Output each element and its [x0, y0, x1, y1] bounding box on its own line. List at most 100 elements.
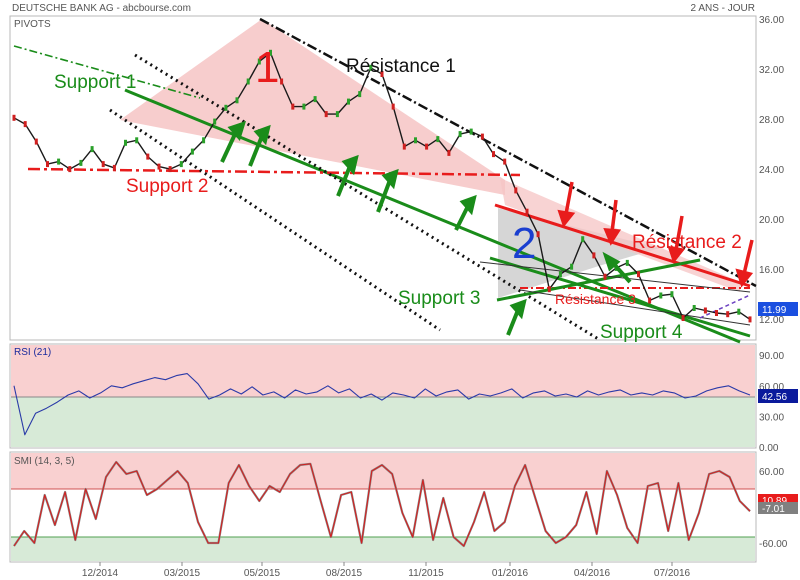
resistance-2-line	[494, 203, 751, 288]
x-tick-label: 03/2015	[164, 568, 201, 579]
support-1-label: Support 1	[54, 72, 136, 93]
price-panel	[9, 15, 757, 341]
support-2-label: Support 2	[126, 176, 208, 197]
price-candle	[558, 271, 562, 278]
price-candle	[202, 137, 206, 144]
arrow-head-icon	[341, 154, 359, 176]
price-candle	[659, 292, 663, 299]
x-tick-label: 11/2015	[408, 568, 444, 579]
price-candle	[391, 103, 395, 110]
support-3-label: Support 3	[398, 288, 480, 309]
support-2-line	[27, 167, 521, 177]
support-arrow	[336, 165, 352, 197]
price-tick-label: 24.00	[759, 165, 784, 176]
price-tick-label: 16.00	[759, 265, 784, 276]
purple-trend	[699, 294, 751, 319]
price-candle	[168, 166, 172, 173]
support-arrow	[376, 179, 392, 213]
price-candle	[269, 49, 272, 56]
arrow-head-icon	[253, 124, 271, 146]
price-candle	[547, 286, 551, 293]
price-candle	[358, 91, 362, 98]
price-tick-label: 12.00	[759, 315, 784, 326]
rsi-tick-label: 30.00	[759, 412, 784, 423]
smi-lower-zone	[11, 537, 755, 561]
smi-title: SMI (14, 3, 5)	[14, 456, 75, 467]
zone-triangle-2	[498, 208, 660, 298]
resistance-arrow	[564, 181, 574, 215]
price-candle	[570, 263, 574, 270]
price-candle	[503, 158, 507, 165]
price-candle	[79, 159, 83, 166]
price-candle	[324, 111, 328, 118]
x-tick-label: 12/2014	[82, 568, 119, 579]
price-tick-label: 32.00	[759, 65, 784, 76]
support-arrow	[248, 135, 264, 167]
price-candle	[436, 136, 440, 143]
price-badge-value: 11.99	[762, 305, 787, 316]
price-candle	[101, 161, 105, 168]
zone-1-label: 1	[255, 43, 279, 92]
chart-subtitle: PIVOTS	[14, 19, 51, 30]
support-3-line	[496, 258, 701, 302]
support-4-label: Support 4	[600, 322, 683, 343]
price-candle	[703, 307, 707, 314]
arrow-head-icon	[509, 298, 527, 320]
price-candle	[112, 164, 116, 171]
arrow-head-icon	[735, 268, 754, 288]
rsi-badge-value: 42.56	[762, 392, 787, 403]
price-candle	[190, 148, 194, 155]
price-candle	[280, 78, 284, 85]
rsi-tick-label: 90.00	[759, 351, 784, 362]
price-candle	[402, 143, 406, 150]
price-candle	[469, 128, 473, 135]
price-candle	[414, 137, 417, 144]
price-candle	[68, 166, 72, 173]
price-candle	[302, 103, 306, 110]
support-arrow	[220, 131, 238, 163]
x-tick-label: 08/2015	[326, 568, 363, 579]
arrow-head-icon	[381, 168, 399, 190]
rsi-overbought-zone	[11, 345, 755, 397]
smi-tick-label: 60.00	[759, 467, 784, 478]
price-candle	[692, 305, 696, 311]
price-badge	[758, 302, 798, 316]
price-candle	[536, 231, 540, 238]
price-candle	[480, 133, 484, 140]
price-candle	[737, 308, 741, 315]
rsi-title: RSI (21)	[14, 347, 51, 358]
price-candle	[313, 96, 317, 103]
price-candle	[648, 297, 652, 304]
price-candle	[369, 64, 373, 71]
support-1-extension	[13, 45, 201, 99]
price-candle	[34, 138, 38, 145]
smi-series-line	[13, 461, 751, 547]
price-candle	[748, 316, 752, 323]
smi-badge-red-value: 10.89	[762, 496, 787, 507]
x-tick-label: 04/2016	[574, 568, 611, 579]
smi-badge-gray	[758, 502, 798, 514]
price-candle	[447, 149, 451, 156]
price-candle	[425, 143, 429, 150]
price-candle	[592, 252, 596, 259]
rsi-tick-label: 0.00	[759, 443, 779, 454]
arrow-head-icon	[667, 245, 686, 264]
price-candle	[492, 151, 495, 158]
price-tick-label: 36.00	[759, 15, 784, 26]
price-candle	[637, 271, 640, 278]
price-candle	[257, 58, 261, 65]
x-tick-label: 07/2016	[654, 568, 691, 579]
support-1-line	[124, 88, 741, 344]
price-candle	[235, 97, 239, 104]
price-candle	[57, 158, 61, 165]
price-candle	[46, 161, 49, 168]
dotted-channel-lower	[109, 108, 441, 332]
price-candle	[514, 187, 518, 194]
price-candle	[681, 315, 685, 321]
price-candle	[213, 118, 217, 125]
arrow-head-icon	[603, 228, 622, 246]
price-candle	[12, 114, 16, 121]
zone-2-label: 2	[512, 219, 536, 268]
resistance-arrow	[674, 215, 684, 251]
